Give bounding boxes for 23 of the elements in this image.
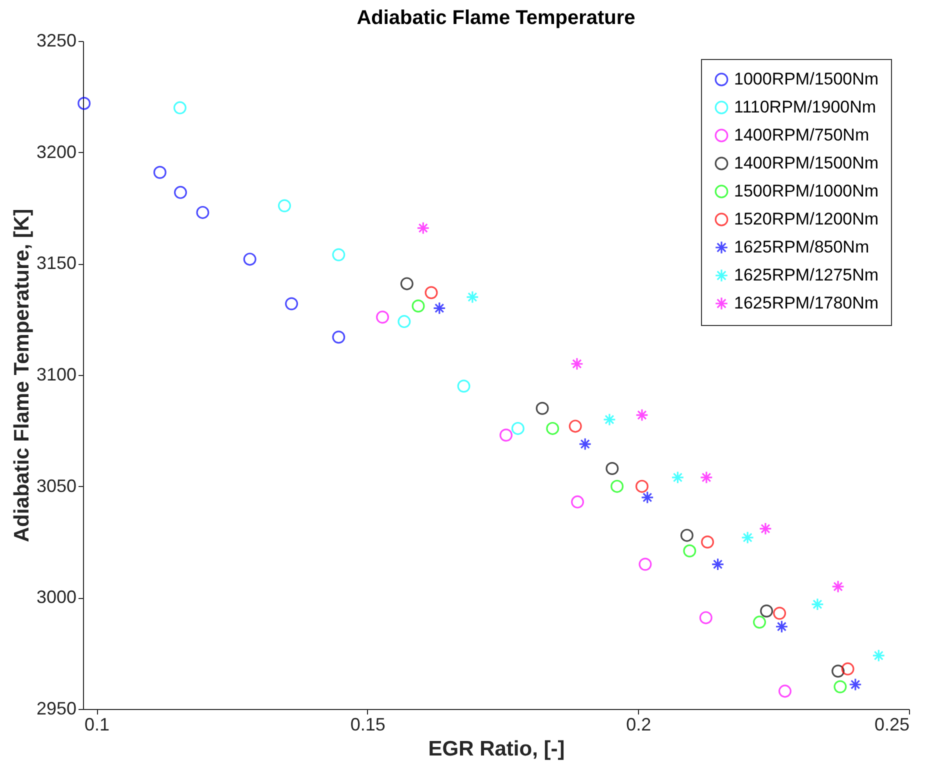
x-axis-title: EGR Ratio, [-] (428, 738, 565, 760)
x-tick-label: 0.15 (350, 714, 386, 734)
y-tick-label: 2950 (36, 698, 76, 718)
legend-label: 1400RPM/1500Nm (734, 154, 879, 172)
y-tick-label: 3200 (36, 142, 76, 162)
legend-label: 1400RPM/750Nm (734, 126, 870, 144)
y-tick-label: 3050 (36, 476, 76, 496)
legend-label: 1520RPM/1200Nm (734, 210, 879, 228)
legend-label: 1110RPM/1900Nm (734, 98, 876, 116)
x-tick-label: 0.1 (84, 714, 110, 734)
legend-label: 1000RPM/1500Nm (734, 70, 879, 88)
y-tick-label: 3250 (36, 30, 76, 50)
legend-label: 1625RPM/1275Nm (734, 266, 879, 284)
chart-title: Adiabatic Flame Temperature (356, 7, 636, 29)
legend-label: 1625RPM/850Nm (734, 238, 870, 256)
legend-label: 1625RPM/1780Nm (734, 294, 879, 312)
x-tick-label: 0.2 (626, 714, 652, 734)
y-tick-label: 3000 (36, 587, 76, 608)
x-tick-label: 0.25 (874, 714, 910, 734)
y-tick-label: 3150 (36, 253, 76, 274)
y-tick-label: 3100 (36, 364, 76, 384)
legend-label: 1500RPM/1000Nm (734, 182, 879, 200)
y-axis-title: Adiabatic Flame Temperature, [K] (10, 208, 34, 542)
